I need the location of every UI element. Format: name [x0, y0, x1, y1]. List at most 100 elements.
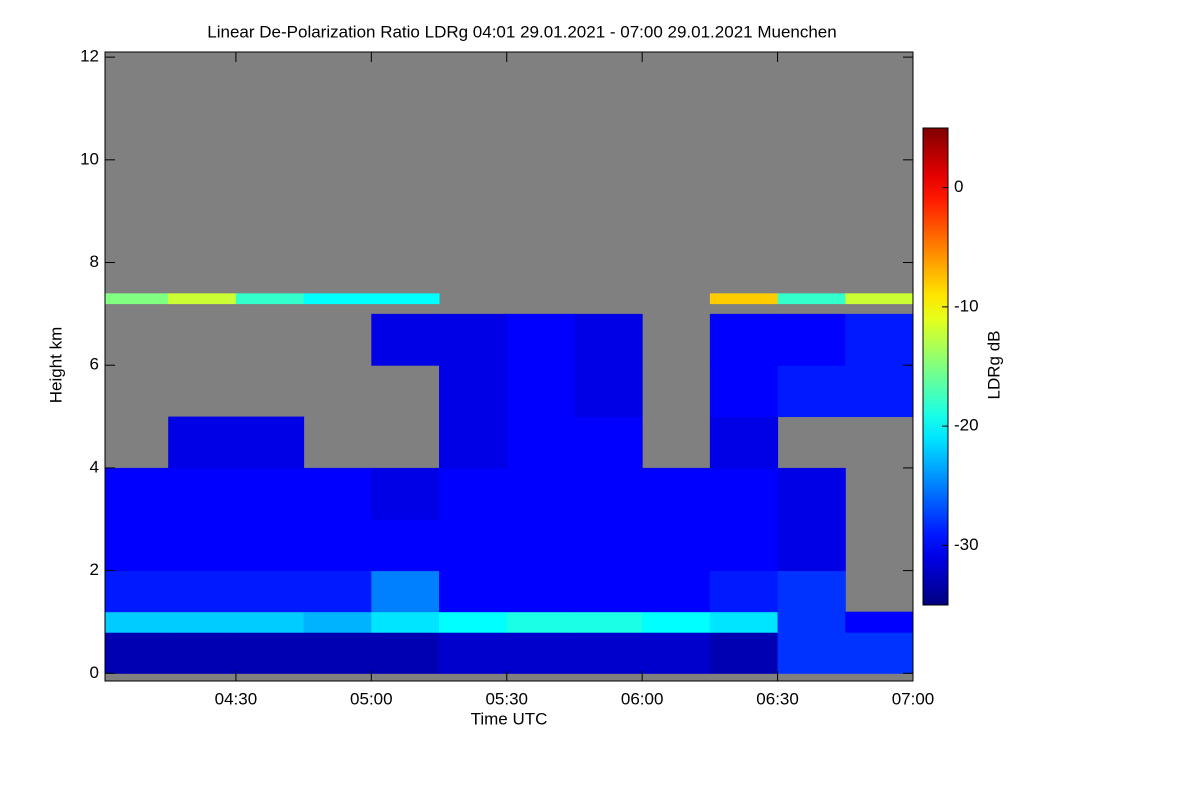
heatmap-cell [777, 611, 846, 633]
y-tick-label: 10 [80, 149, 99, 168]
heatmap-cell [303, 293, 372, 305]
heatmap-cell [371, 313, 440, 366]
heatmap-cell [777, 570, 846, 613]
heatmap-cell [303, 632, 372, 674]
heatmap-cell [642, 611, 711, 633]
heatmap-cell [105, 611, 169, 633]
heatmap-cell [709, 313, 779, 366]
x-tick-label: 06:00 [621, 689, 664, 708]
chart-title: Linear De-Polarization Ratio LDRg 04:01 … [207, 22, 836, 41]
heatmap-cell [506, 416, 575, 469]
heatmap-cell [574, 570, 643, 613]
heatmap-cell [777, 519, 846, 572]
y-tick-label: 8 [90, 252, 99, 271]
heatmap-cell [845, 293, 914, 305]
colorbar-label: LDRg dB [984, 331, 1003, 400]
heatmap-cell [642, 570, 711, 613]
heatmap-cell [439, 570, 508, 613]
heatmap-cell [642, 467, 711, 520]
heatmap-cell [303, 467, 372, 520]
heatmap-cell [574, 611, 643, 633]
heatmap-cell [506, 313, 575, 366]
heatmap-cell [439, 416, 508, 469]
heatmap-cell [168, 293, 237, 305]
heatmap-cell [168, 519, 237, 572]
heatmap-cell [845, 611, 914, 633]
heatmap-cell [709, 365, 779, 418]
heatmap-cell [709, 570, 779, 613]
y-tick-label: 6 [90, 355, 99, 374]
x-axis-label: Time UTC [471, 709, 548, 728]
heatmap-cell [709, 293, 779, 305]
heatmap-cell [709, 519, 779, 572]
heatmap-cell [105, 467, 169, 520]
heatmap-cell [574, 519, 643, 572]
heatmap-cell [777, 313, 846, 366]
heatmap-cell [709, 467, 779, 520]
x-tick-label: 05:00 [350, 689, 393, 708]
heatmap-cell [235, 519, 305, 572]
heatmap-cell [506, 365, 575, 418]
heatmap-cell [235, 293, 305, 305]
heatmap-cell [235, 570, 305, 613]
y-tick-label: 4 [90, 457, 99, 476]
heatmap-cell [168, 632, 237, 674]
heatmap-cell [777, 467, 846, 520]
x-tick-label: 07:00 [892, 689, 935, 708]
heatmap-cell [105, 519, 169, 572]
y-tick-label: 2 [90, 560, 99, 579]
colorbar-tick-label: -10 [954, 296, 979, 315]
colorbar [922, 127, 949, 606]
x-tick-label: 05:30 [485, 689, 528, 708]
heatmap-cell [439, 519, 508, 572]
heatmap-cell [574, 313, 643, 366]
heatmap-cell [574, 467, 643, 520]
heatmap-cell [371, 632, 440, 674]
x-tick-label: 04:30 [215, 689, 258, 708]
heatmap-cell [235, 611, 305, 633]
colorbar-tick-label: -30 [954, 535, 979, 554]
colorbar-tick-label: 0 [954, 177, 963, 196]
heatmap-cell [777, 632, 846, 674]
heatmap-cell [439, 365, 508, 418]
heatmap-cell [506, 632, 575, 674]
heatmap-cell [235, 632, 305, 674]
heatmap-cell [439, 611, 508, 633]
heatmap-cell [235, 467, 305, 520]
heatmap-cell [168, 611, 237, 633]
heatmap-cell [642, 632, 711, 674]
heatmap-cell [371, 467, 440, 520]
x-tick-label: 06:30 [756, 689, 799, 708]
heatmap-cell [371, 519, 440, 572]
heatmap-cell [574, 365, 643, 418]
heatmap-cell [777, 293, 846, 305]
heatmap-cell [439, 313, 508, 366]
heatmap-cell [371, 570, 440, 613]
heatmap-cell [845, 365, 914, 418]
heatmap-cell [371, 611, 440, 633]
heatmap-cell [574, 632, 643, 674]
heatmap-cell [105, 570, 169, 613]
y-tick-label: 0 [90, 663, 99, 682]
colorbar-tick-label: -20 [954, 416, 979, 435]
heatmap-cell [506, 467, 575, 520]
heatmap-cell [709, 632, 779, 674]
heatmap-cell [303, 519, 372, 572]
y-tick-label: 12 [80, 47, 99, 66]
heatmap-cell [845, 632, 914, 674]
heatmap-cell [303, 570, 372, 613]
heatmap-cell [574, 416, 643, 469]
plot-frame [104, 51, 914, 682]
heatmap-cell [845, 313, 914, 366]
heatmap-cell [168, 416, 237, 469]
heatmap-cell [506, 519, 575, 572]
heatmap-cell [642, 519, 711, 572]
heatmap-cell [371, 293, 440, 305]
heatmap-cell [105, 632, 169, 674]
heatmap-cell [439, 632, 508, 674]
heatmap-cell [506, 611, 575, 633]
heatmap-cell [105, 293, 169, 305]
heatmap-cell [303, 611, 372, 633]
